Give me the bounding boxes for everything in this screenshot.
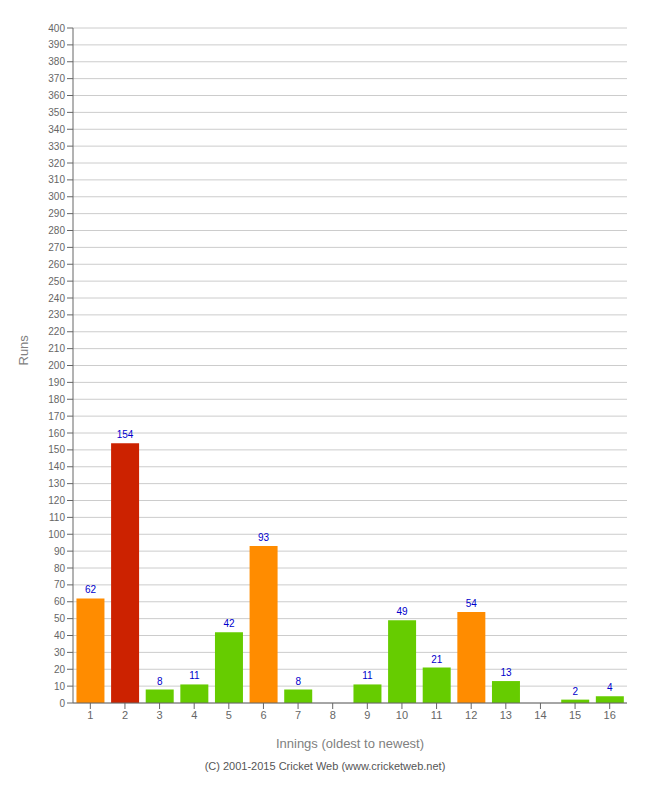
svg-text:210: 210: [48, 343, 65, 354]
svg-text:7: 7: [295, 709, 301, 721]
svg-text:49: 49: [397, 606, 409, 617]
svg-text:3: 3: [157, 709, 163, 721]
svg-text:160: 160: [48, 428, 65, 439]
svg-text:280: 280: [48, 225, 65, 236]
svg-text:Runs: Runs: [16, 335, 31, 366]
svg-text:5: 5: [226, 709, 232, 721]
svg-text:330: 330: [48, 141, 65, 152]
svg-text:Innings (oldest to newest): Innings (oldest to newest): [276, 736, 424, 751]
svg-text:400: 400: [48, 23, 65, 34]
svg-text:180: 180: [48, 394, 65, 405]
svg-text:370: 370: [48, 73, 65, 84]
svg-text:30: 30: [54, 647, 66, 658]
svg-text:54: 54: [466, 598, 478, 609]
svg-text:130: 130: [48, 478, 65, 489]
svg-text:320: 320: [48, 158, 65, 169]
svg-text:10: 10: [54, 681, 66, 692]
svg-text:0: 0: [59, 698, 65, 709]
svg-text:170: 170: [48, 411, 65, 422]
svg-text:1: 1: [87, 709, 93, 721]
svg-text:60: 60: [54, 596, 66, 607]
svg-text:150: 150: [48, 444, 65, 455]
svg-text:12: 12: [465, 709, 477, 721]
svg-text:13: 13: [500, 667, 512, 678]
svg-text:4: 4: [191, 709, 197, 721]
html-text:(C) 2001-2015 Cricket Web (www: (C) 2001-2015 Cricket Web (www.cricketwe…: [204, 760, 446, 772]
svg-text:14: 14: [534, 709, 546, 721]
svg-text:4: 4: [607, 682, 613, 693]
svg-text:70: 70: [54, 579, 66, 590]
svg-text:20: 20: [54, 664, 66, 675]
svg-text:300: 300: [48, 191, 65, 202]
svg-text:50: 50: [54, 613, 66, 624]
svg-text:6: 6: [260, 709, 266, 721]
svg-text:360: 360: [48, 90, 65, 101]
svg-text:290: 290: [48, 208, 65, 219]
svg-text:230: 230: [48, 309, 65, 320]
svg-text:380: 380: [48, 56, 65, 67]
svg-text:200: 200: [48, 360, 65, 371]
svg-text:100: 100: [48, 529, 65, 540]
svg-text:8: 8: [330, 709, 336, 721]
svg-text:120: 120: [48, 495, 65, 506]
svg-text:110: 110: [49, 512, 65, 523]
svg-text:15: 15: [569, 709, 581, 721]
svg-text:310: 310: [48, 174, 65, 185]
svg-text:93: 93: [258, 532, 270, 543]
svg-text:240: 240: [48, 293, 65, 304]
svg-text:190: 190: [48, 377, 65, 388]
svg-text:11: 11: [431, 709, 442, 721]
svg-text:11: 11: [189, 670, 200, 681]
svg-text:2: 2: [122, 709, 128, 721]
svg-text:250: 250: [48, 276, 65, 287]
svg-text:40: 40: [54, 630, 66, 641]
svg-text:11: 11: [362, 670, 373, 681]
svg-text:2: 2: [572, 686, 578, 697]
svg-text:8: 8: [295, 676, 301, 687]
svg-text:42: 42: [223, 618, 235, 629]
svg-text:260: 260: [48, 259, 65, 270]
svg-text:350: 350: [48, 107, 65, 118]
svg-text:10: 10: [396, 709, 408, 721]
svg-text:9: 9: [364, 709, 370, 721]
svg-text:140: 140: [48, 461, 65, 472]
svg-text:390: 390: [48, 39, 65, 50]
svg-text:90: 90: [54, 546, 66, 557]
svg-text:8: 8: [157, 676, 163, 687]
svg-text:340: 340: [48, 124, 65, 135]
svg-text:16: 16: [604, 709, 616, 721]
svg-text:154: 154: [117, 429, 134, 440]
svg-text:21: 21: [431, 654, 443, 665]
svg-text:270: 270: [48, 242, 65, 253]
svg-text:13: 13: [500, 709, 512, 721]
svg-text:62: 62: [85, 584, 97, 595]
svg-text:80: 80: [54, 563, 66, 574]
svg-text:220: 220: [48, 326, 65, 337]
